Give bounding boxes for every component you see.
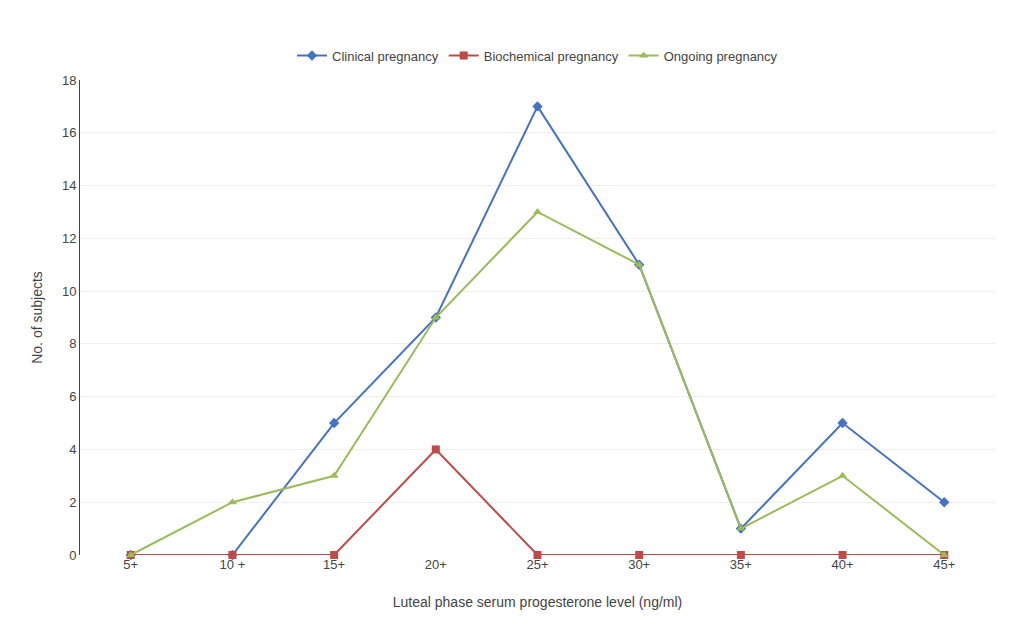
svg-text:6: 6 <box>69 389 76 404</box>
svg-text:30+: 30+ <box>628 557 650 572</box>
svg-text:20+: 20+ <box>425 557 447 572</box>
svg-text:10 +: 10 + <box>220 557 246 572</box>
svg-text:5+: 5+ <box>123 557 138 572</box>
svg-text:10: 10 <box>62 284 76 299</box>
svg-text:8: 8 <box>69 336 76 351</box>
svg-text:Luteal phase serum progesteron: Luteal phase serum progesterone level (n… <box>393 594 683 610</box>
svg-text:4: 4 <box>69 442 76 457</box>
svg-text:35+: 35+ <box>730 557 752 572</box>
svg-text:2: 2 <box>69 495 76 510</box>
svg-text:Clinical pregnancy: Clinical pregnancy <box>332 49 439 64</box>
svg-text:40+: 40+ <box>832 557 854 572</box>
svg-text:0: 0 <box>69 548 76 563</box>
svg-text:16: 16 <box>62 125 76 140</box>
svg-text:25+: 25+ <box>526 557 548 572</box>
svg-text:14: 14 <box>62 178 76 193</box>
svg-text:45+: 45+ <box>933 557 955 572</box>
svg-text:15+: 15+ <box>323 557 345 572</box>
svg-text:Ongoing pregnancy: Ongoing pregnancy <box>664 49 778 64</box>
svg-text:18: 18 <box>62 73 76 88</box>
svg-text:No. of subjects: No. of subjects <box>29 271 45 364</box>
svg-text:12: 12 <box>62 231 76 246</box>
svg-text:Biochemical pregnancy: Biochemical pregnancy <box>484 49 619 64</box>
